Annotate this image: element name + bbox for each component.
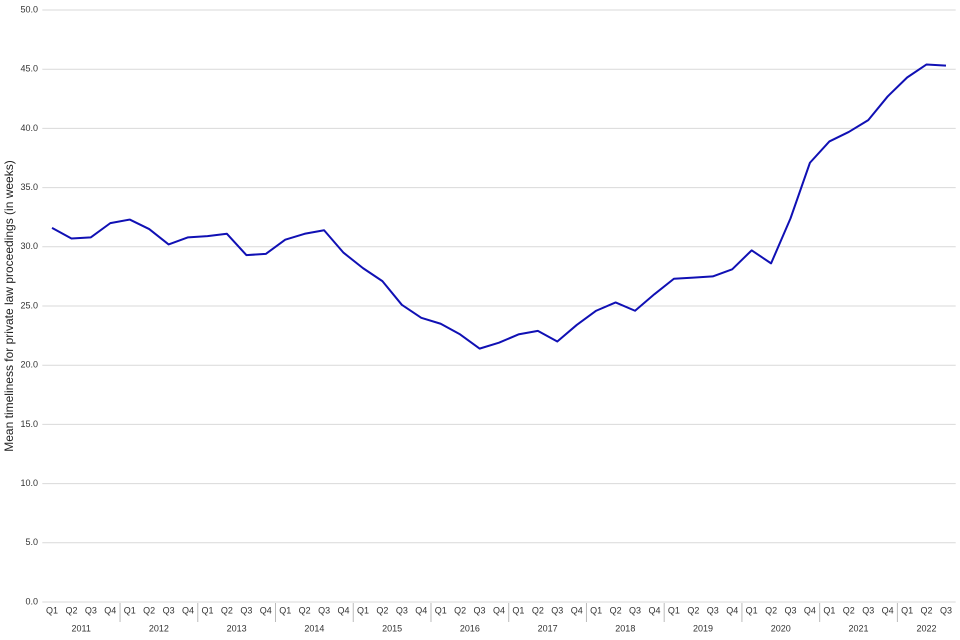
- x-tick-label: Q3: [629, 605, 641, 615]
- y-tick-label: 35.0: [20, 182, 38, 192]
- x-tick-label: Q3: [785, 605, 797, 615]
- y-tick-label: 45.0: [20, 64, 38, 74]
- x-tick-label: Q4: [415, 605, 427, 615]
- y-tick-label: 15.0: [20, 419, 38, 429]
- y-tick-label: 50.0: [20, 4, 38, 14]
- x-tick-label: Q2: [687, 605, 699, 615]
- x-tick-label: Q3: [240, 605, 252, 615]
- y-tick-label: 10.0: [20, 478, 38, 488]
- x-tick-label: Q1: [201, 605, 213, 615]
- x-tick-label: Q3: [318, 605, 330, 615]
- x-tick-label: Q1: [512, 605, 524, 615]
- x-tick-label: Q2: [221, 605, 233, 615]
- x-tick-label: Q1: [124, 605, 136, 615]
- x-tick-label: Q4: [182, 605, 194, 615]
- x-tick-label: Q1: [901, 605, 913, 615]
- x-tick-label: Q3: [707, 605, 719, 615]
- year-label: 2016: [460, 623, 480, 633]
- x-tick-label: Q3: [85, 605, 97, 615]
- x-tick-label: Q2: [921, 605, 933, 615]
- x-tick-label: Q4: [726, 605, 738, 615]
- year-label: 2013: [227, 623, 247, 633]
- x-tick-label: Q2: [299, 605, 311, 615]
- year-label: 2015: [382, 623, 402, 633]
- line-series: [51, 63, 947, 350]
- x-tick-label: Q2: [143, 605, 155, 615]
- x-tick-label: Q2: [65, 605, 77, 615]
- x-tick-label: Q2: [765, 605, 777, 615]
- x-tick-label: Q3: [474, 605, 486, 615]
- x-tick-label: Q4: [104, 605, 116, 615]
- x-tick-label: Q4: [260, 605, 272, 615]
- x-tick-label: Q3: [862, 605, 874, 615]
- x-tick-label: Q1: [46, 605, 58, 615]
- year-label: 2011: [71, 623, 90, 633]
- x-tick-label: Q2: [376, 605, 388, 615]
- x-tick-label: Q4: [338, 605, 350, 615]
- x-tick-label: Q2: [843, 605, 855, 615]
- x-tick-label: Q2: [532, 605, 544, 615]
- x-tick-label: Q3: [396, 605, 408, 615]
- x-tick-label: Q1: [590, 605, 602, 615]
- y-tick-label: 5.0: [25, 537, 38, 547]
- year-label: 2014: [304, 623, 324, 633]
- y-tick-label: 30.0: [20, 241, 38, 251]
- y-tick-label: 25.0: [20, 300, 38, 310]
- x-tick-label: Q3: [551, 605, 563, 615]
- year-label: 2020: [771, 623, 791, 633]
- x-tick-label: Q2: [610, 605, 622, 615]
- y-tick-label: 20.0: [20, 360, 38, 370]
- x-tick-label: Q4: [804, 605, 816, 615]
- year-label: 2021: [849, 623, 869, 633]
- x-tick-label: Q2: [454, 605, 466, 615]
- year-label: 2012: [149, 623, 169, 633]
- y-tick-label: 0.0: [25, 596, 38, 606]
- year-label: 2019: [693, 623, 713, 633]
- x-tick-label: Q1: [746, 605, 758, 615]
- x-tick-label: Q1: [668, 605, 680, 615]
- x-tick-label: Q4: [882, 605, 894, 615]
- x-tick-label: Q1: [435, 605, 447, 615]
- year-label: 2017: [538, 623, 558, 633]
- x-tick-label: Q4: [648, 605, 660, 615]
- x-tick-label: Q3: [940, 605, 952, 615]
- y-axis-label: Mean timeliness for private law proceedi…: [2, 160, 16, 451]
- x-tick-label: Q3: [163, 605, 175, 615]
- year-label: 2022: [917, 623, 937, 633]
- x-tick-label: Q4: [493, 605, 505, 615]
- y-tick-label: 40.0: [20, 123, 38, 133]
- x-tick-label: Q1: [823, 605, 835, 615]
- year-label: 2018: [615, 623, 635, 633]
- x-tick-label: Q4: [571, 605, 583, 615]
- x-tick-label: Q1: [357, 605, 369, 615]
- x-tick-label: Q1: [279, 605, 291, 615]
